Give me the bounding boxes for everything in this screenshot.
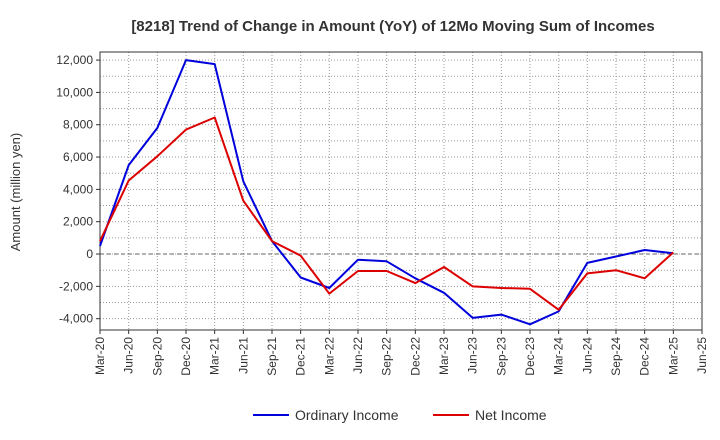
y-tick-label: 10,000 xyxy=(56,85,93,99)
x-tick-label: Mar-21 xyxy=(208,337,222,375)
series-line xyxy=(99,59,674,326)
legend-label: Net Income xyxy=(475,407,547,423)
x-axis-ticks: Mar-20 Jun-20 Sep-20 Dec-20 Mar-21 Jun-21 Sep-… xyxy=(93,330,709,376)
y-axis-label: Amount (million yen) xyxy=(8,133,23,252)
legend: Ordinary Income Net Income xyxy=(253,407,547,423)
x-tick-label: Jun-20 xyxy=(122,337,136,374)
x-tick-label: Dec-24 xyxy=(638,337,652,376)
grid xyxy=(99,52,703,330)
x-tick-label: Mar-25 xyxy=(666,337,680,375)
x-tick-label: Mar-22 xyxy=(322,337,336,375)
x-tick-label: Dec-23 xyxy=(523,337,537,376)
series-line xyxy=(99,116,674,311)
x-tick-label: Sep-20 xyxy=(150,337,164,376)
x-tick-label: Jun-23 xyxy=(466,337,480,374)
y-tick-label: -4,000 xyxy=(59,312,93,326)
x-tick-label: Mar-24 xyxy=(552,337,566,375)
x-tick-label: Sep-21 xyxy=(265,337,279,376)
x-tick-label: Jun-25 xyxy=(695,337,709,374)
x-tick-label: Sep-22 xyxy=(380,337,394,376)
y-tick-label: -2,000 xyxy=(59,279,93,293)
x-tick-label: Jun-22 xyxy=(351,337,365,374)
y-tick-label: 2,000 xyxy=(63,215,93,229)
x-tick-label: Dec-20 xyxy=(179,337,193,376)
y-tick-label: 4,000 xyxy=(63,182,93,196)
x-tick-label: Jun-24 xyxy=(580,337,594,374)
chart-title: [8218] Trend of Change in Amount (YoY) o… xyxy=(131,18,654,35)
x-tick-label: Mar-23 xyxy=(437,337,451,375)
y-tick-label: 8,000 xyxy=(63,118,93,132)
x-tick-label: Jun-21 xyxy=(236,337,250,374)
plot-area xyxy=(99,51,703,331)
x-tick-label: Sep-23 xyxy=(494,337,508,376)
y-tick-label: 6,000 xyxy=(63,150,93,164)
x-tick-label: Mar-20 xyxy=(93,337,107,375)
series-lines xyxy=(99,59,674,326)
x-tick-label: Sep-24 xyxy=(609,337,623,376)
legend-label: Ordinary Income xyxy=(295,407,399,423)
y-tick-label: 12,000 xyxy=(56,53,93,67)
y-tick-label: 0 xyxy=(86,247,93,261)
y-axis-ticks: 12,000 10,000 8,000 6,000 4,000 2,000 0 -2,000 -… xyxy=(56,53,100,326)
x-tick-label: Dec-22 xyxy=(408,337,422,376)
x-tick-label: Dec-21 xyxy=(294,337,308,376)
